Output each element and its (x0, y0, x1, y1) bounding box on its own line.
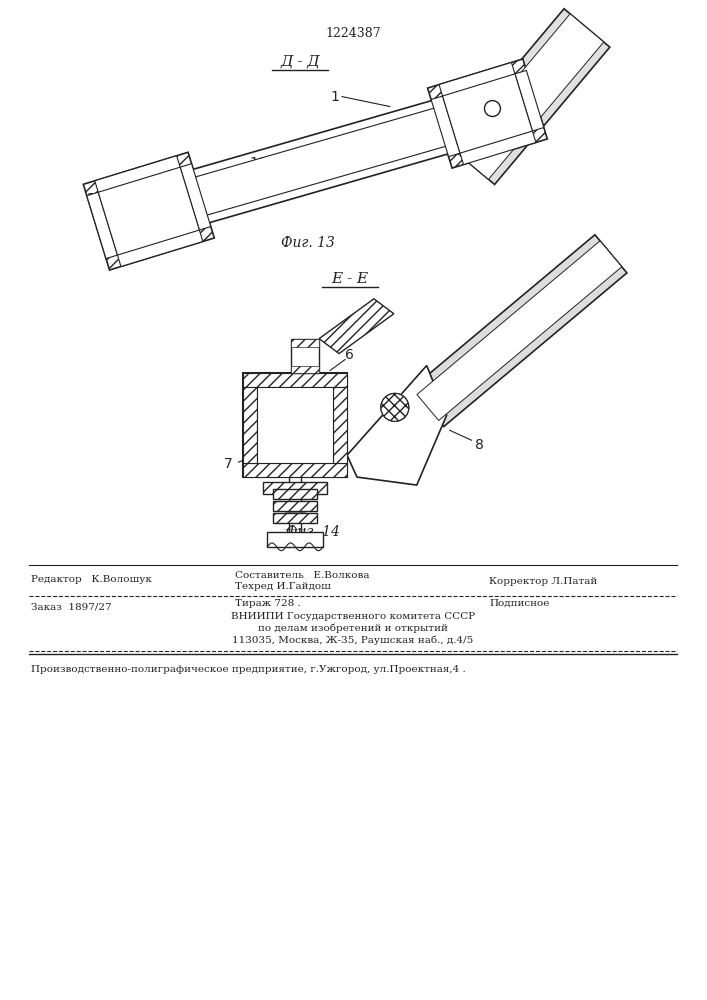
Text: Фиг. 13: Фиг. 13 (281, 236, 335, 250)
Polygon shape (428, 59, 547, 168)
Polygon shape (98, 167, 199, 255)
Polygon shape (243, 373, 347, 477)
Polygon shape (83, 152, 214, 270)
Polygon shape (243, 387, 257, 463)
Polygon shape (141, 87, 496, 238)
Text: 8: 8 (475, 438, 484, 452)
Text: Корректор Л.Патай: Корректор Л.Патай (489, 577, 597, 586)
Polygon shape (411, 235, 627, 427)
Polygon shape (87, 164, 211, 259)
Text: Составитель   Е.Волкова: Составитель Е.Волкова (235, 571, 370, 580)
Circle shape (381, 393, 409, 421)
Text: Заказ  1897/27: Заказ 1897/27 (31, 602, 112, 611)
Circle shape (381, 393, 409, 421)
Polygon shape (439, 62, 536, 165)
Polygon shape (333, 387, 347, 463)
Polygon shape (319, 299, 394, 354)
Text: 2: 2 (244, 393, 253, 407)
Polygon shape (95, 156, 203, 267)
Polygon shape (347, 366, 447, 485)
Polygon shape (267, 532, 323, 547)
Polygon shape (274, 501, 317, 511)
Text: Производственно-полиграфическое предприятие, г.Ужгород, ул.Проектная,4 .: Производственно-полиграфическое предприя… (31, 665, 466, 674)
Polygon shape (243, 373, 347, 387)
Text: ВНИИПИ Государственного комитета СССР: ВНИИПИ Государственного комитета СССР (231, 612, 475, 621)
Polygon shape (274, 489, 317, 499)
Text: 113035, Москва, Ж-35, Раушская наб., д.4/5: 113035, Москва, Ж-35, Раушская наб., д.4… (233, 636, 474, 645)
Polygon shape (243, 463, 347, 477)
Text: 6: 6 (344, 348, 354, 362)
Polygon shape (455, 14, 604, 179)
Text: Редактор   К.Волошук: Редактор К.Волошук (31, 575, 152, 584)
Polygon shape (291, 339, 319, 373)
Text: Д - Д: Д - Д (281, 55, 320, 69)
Text: Техред И.Гайдош: Техред И.Гайдош (235, 582, 332, 591)
Polygon shape (257, 387, 333, 463)
Text: 7: 7 (224, 457, 233, 471)
Text: 2: 2 (87, 192, 95, 206)
Polygon shape (263, 482, 327, 494)
Circle shape (484, 101, 501, 117)
Polygon shape (291, 366, 319, 373)
Polygon shape (417, 241, 621, 420)
Polygon shape (449, 9, 610, 184)
Polygon shape (143, 94, 493, 230)
Text: 16: 16 (250, 156, 267, 170)
Polygon shape (443, 74, 532, 153)
Text: по делам изобретений и открытий: по делам изобретений и открытий (258, 624, 448, 633)
Text: Тираж 728 .: Тираж 728 . (235, 599, 301, 608)
Text: Фиг. 14: Фиг. 14 (286, 525, 340, 539)
Text: Подписное: Подписное (489, 599, 550, 608)
Text: Е - Е: Е - Е (332, 272, 368, 286)
Text: 1: 1 (331, 90, 339, 104)
Polygon shape (274, 513, 317, 523)
Polygon shape (291, 339, 319, 347)
Polygon shape (431, 70, 544, 157)
Text: 1224387: 1224387 (325, 27, 381, 40)
